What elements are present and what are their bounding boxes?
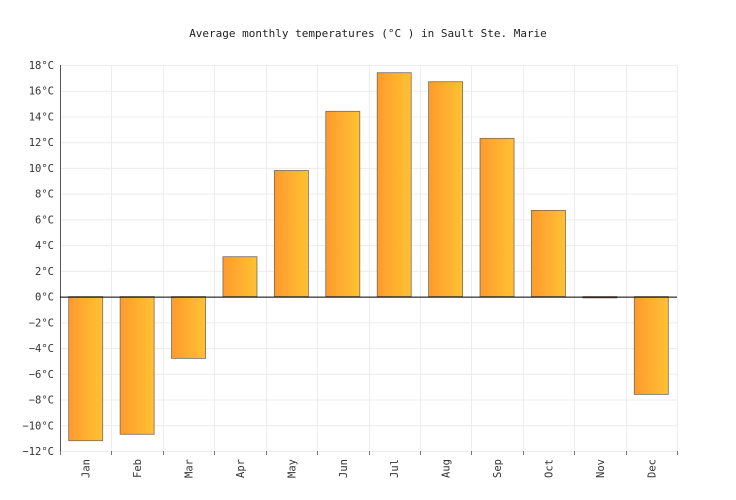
x-tick-label-aug: Aug <box>441 459 453 478</box>
x-tick-label-mar: Mar <box>184 459 196 478</box>
x-tick-label-dec: Dec <box>646 459 658 478</box>
x-tick-label-jun: Jun <box>338 459 350 478</box>
bar-aug <box>428 81 464 298</box>
y-tick-label: −10°C <box>22 420 54 432</box>
chart-title: Average monthly temperatures (°C ) in Sa… <box>189 27 547 40</box>
y-tick-label: 14°C <box>29 111 54 123</box>
x-tick-label-may: May <box>286 459 298 478</box>
bar-oct <box>531 209 566 297</box>
x-tick-label-sep: Sep <box>492 459 504 478</box>
x-tick-label-apr: Apr <box>235 459 247 478</box>
bar-sep <box>479 137 515 297</box>
bar-feb <box>119 296 155 435</box>
bars <box>68 72 669 442</box>
tick-labels: 18°C 16°C 14°C 12°C 10°C 8°C 6°C 4°C 2°C 0°C −2°C −… <box>22 60 658 478</box>
bar-jul <box>376 72 412 298</box>
y-tick-label: −12°C <box>22 446 54 458</box>
bar-mar <box>171 296 206 359</box>
x-tick-label-jan: Jan <box>81 459 93 478</box>
y-tick-label: 16°C <box>29 86 54 98</box>
y-tick-label: −4°C <box>29 343 54 355</box>
bar-jan <box>68 296 104 442</box>
y-tick-label: 12°C <box>29 137 54 149</box>
y-tick-label: −8°C <box>29 395 54 407</box>
bar-jun <box>325 110 361 297</box>
y-tick-label: −2°C <box>29 317 54 329</box>
x-tick-label-oct: Oct <box>543 459 555 478</box>
y-tick-label: 6°C <box>35 214 54 226</box>
x-tick-label-jul: Jul <box>389 459 401 478</box>
grid <box>60 65 678 452</box>
y-tick-label: −6°C <box>29 369 54 381</box>
y-tick-label: 18°C <box>29 60 54 72</box>
y-tick-label: 2°C <box>35 266 54 278</box>
x-tick-label-nov: Nov <box>595 459 607 478</box>
y-tick-label: 0°C <box>35 292 54 304</box>
axes <box>60 65 678 455</box>
x-tick-label-feb: Feb <box>132 459 144 478</box>
y-tick-label: 4°C <box>35 240 54 252</box>
bar-may <box>273 170 309 297</box>
y-tick-label: 8°C <box>35 189 54 201</box>
y-tick-label: 10°C <box>29 163 54 175</box>
bar-apr <box>222 256 258 298</box>
bar-dec <box>633 296 669 395</box>
